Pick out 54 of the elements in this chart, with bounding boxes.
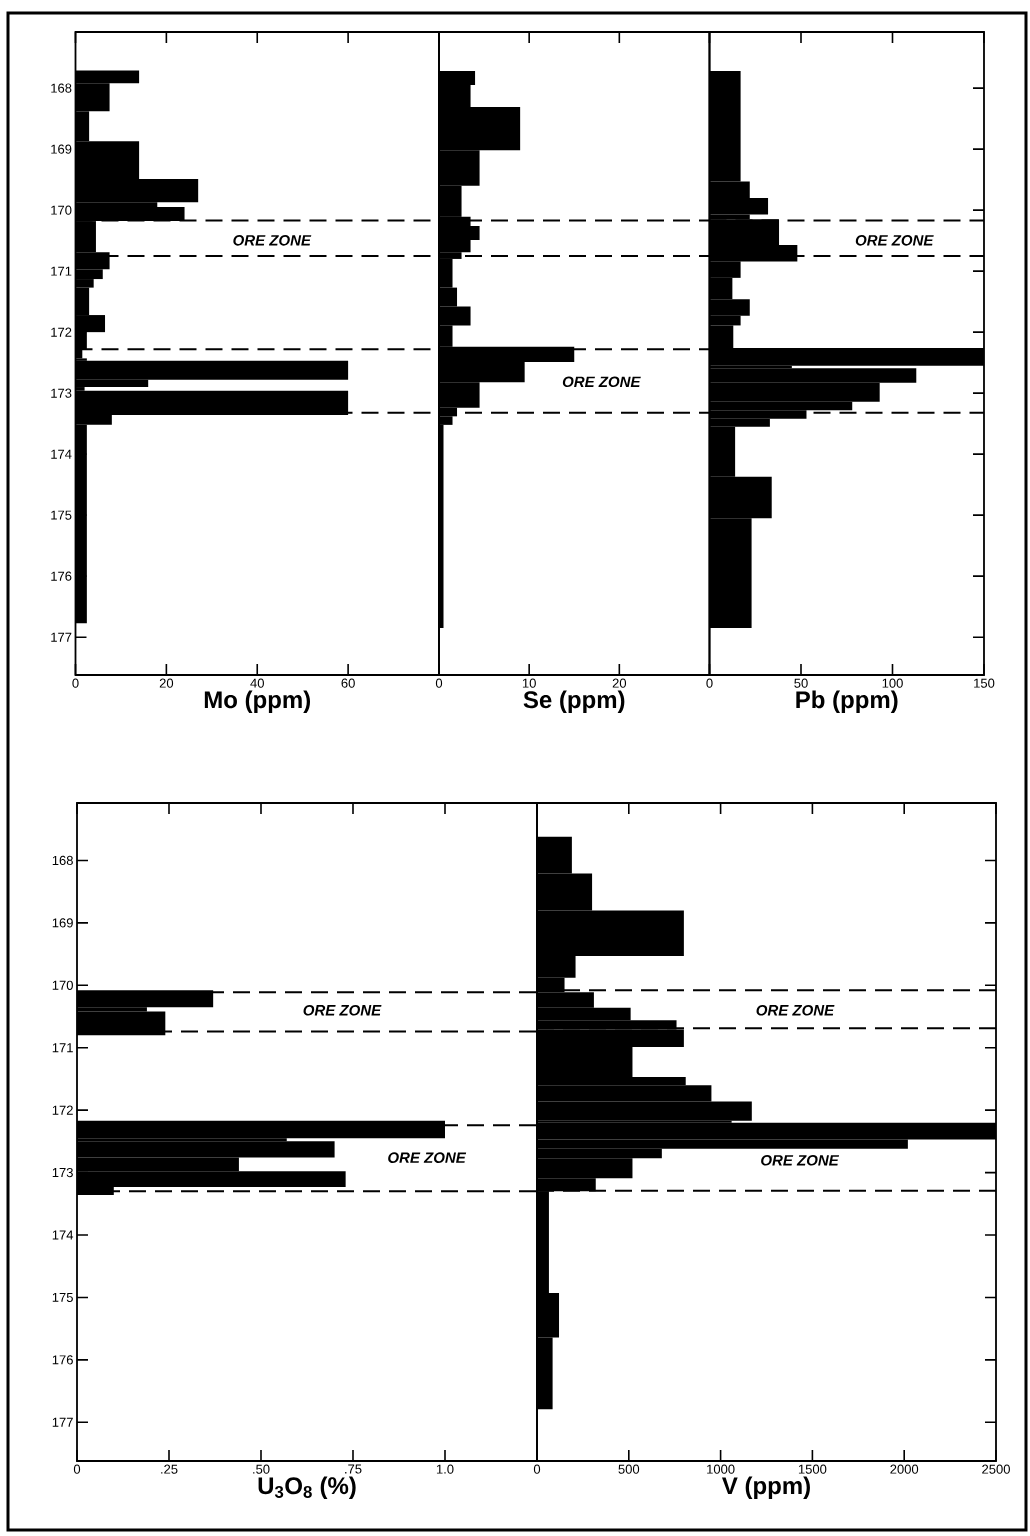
- x-tick-label: 0: [706, 678, 713, 688]
- x-tick-label: 0: [73, 1464, 81, 1474]
- x-tick-label: .75: [345, 1464, 362, 1474]
- x-axis-title: U$_{3}$O$_{8}$ (%): [258, 1476, 356, 1499]
- x-axis-title: Pb (ppm): [796, 690, 898, 713]
- x-tick-label: 0: [533, 1464, 541, 1474]
- annotation: ORE ZONE: [756, 1004, 835, 1016]
- y-tick-label: 177: [52, 1417, 73, 1427]
- y-tick-label: 173: [52, 1167, 73, 1178]
- y-tick-label: 174: [51, 449, 72, 459]
- x-tick-label: 1000: [707, 1464, 735, 1474]
- annotation: ORE ZONE: [855, 235, 934, 246]
- y-tick-label: 176: [51, 571, 72, 581]
- y-tick-label: 175: [51, 510, 72, 520]
- x-tick-label: 1.0: [436, 1464, 454, 1474]
- x-tick-label: 60: [341, 678, 355, 688]
- x-tick-label: 2000: [890, 1464, 919, 1474]
- x-tick-label: 20: [612, 678, 627, 688]
- x-tick-label: 1500: [798, 1464, 827, 1474]
- y-tick-label: 175: [52, 1292, 73, 1302]
- y-tick-label: 170: [51, 205, 72, 215]
- x-tick-label: 100: [882, 678, 903, 688]
- y-tick-label: 176: [52, 1355, 73, 1365]
- x-tick-label: 150: [974, 678, 995, 688]
- y-tick-label: 169: [51, 144, 72, 154]
- x-tick-label: 40: [250, 678, 264, 688]
- x-axis-title: Se (ppm): [523, 690, 625, 713]
- x-tick-label: 0: [435, 678, 443, 688]
- x-tick-label: 10: [522, 678, 536, 688]
- x-tick-label: 500: [618, 1464, 640, 1474]
- y-tick-label: 168: [52, 855, 73, 866]
- y-tick-label: 173: [51, 388, 72, 398]
- y-tick-label: 170: [52, 980, 73, 990]
- annotation: ORE ZONE: [303, 1004, 382, 1016]
- y-tick-label: 171: [51, 266, 72, 276]
- x-tick-label: 2500: [982, 1464, 1010, 1474]
- x-tick-label: .25: [161, 1464, 178, 1474]
- x-tick-label: 20: [159, 678, 174, 688]
- y-tick-label: 171: [52, 1043, 73, 1053]
- y-tick-label: 169: [52, 918, 73, 928]
- y-tick-label: 168: [51, 83, 72, 93]
- y-tick-label: 174: [52, 1230, 74, 1240]
- annotation: ORE ZONE: [761, 1154, 840, 1166]
- y-tick-label: 177: [51, 632, 72, 642]
- x-tick-label: 50: [794, 678, 808, 688]
- x-tick-label: 0: [72, 678, 79, 688]
- annotation: ORE ZONE: [562, 376, 641, 388]
- annotation: ORE ZONE: [388, 1152, 467, 1163]
- annotation: ORE ZONE: [233, 235, 312, 246]
- x-axis-title: V (ppm): [722, 1476, 810, 1499]
- y-tick-label: 172: [52, 1105, 73, 1115]
- x-axis-title: Mo (ppm): [204, 690, 311, 713]
- x-tick-label: .50: [253, 1464, 270, 1474]
- y-tick-label: 172: [51, 327, 72, 337]
